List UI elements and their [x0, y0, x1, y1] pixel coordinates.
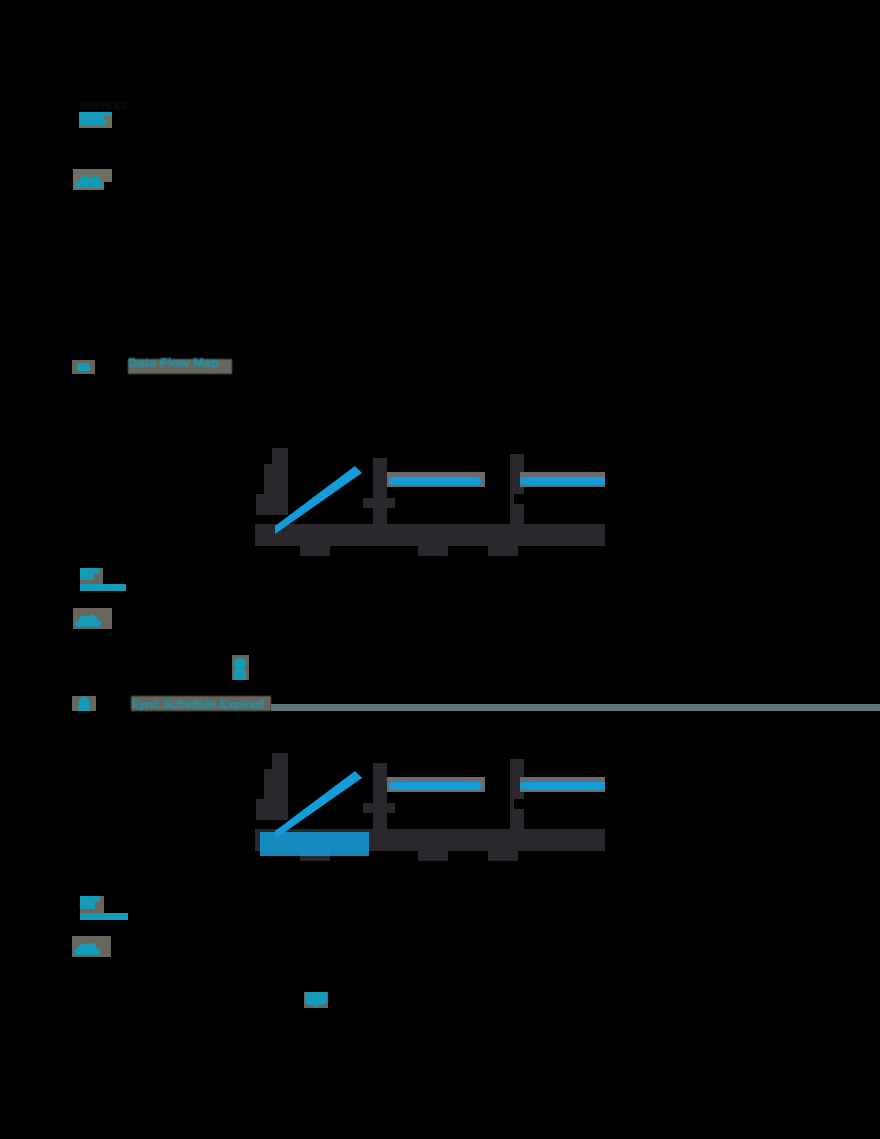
svg-text:Sync Schedule Expired: Sync Schedule Expired	[131, 697, 264, 711]
svg-text:Data Flow Map: Data Flow Map	[128, 355, 219, 370]
